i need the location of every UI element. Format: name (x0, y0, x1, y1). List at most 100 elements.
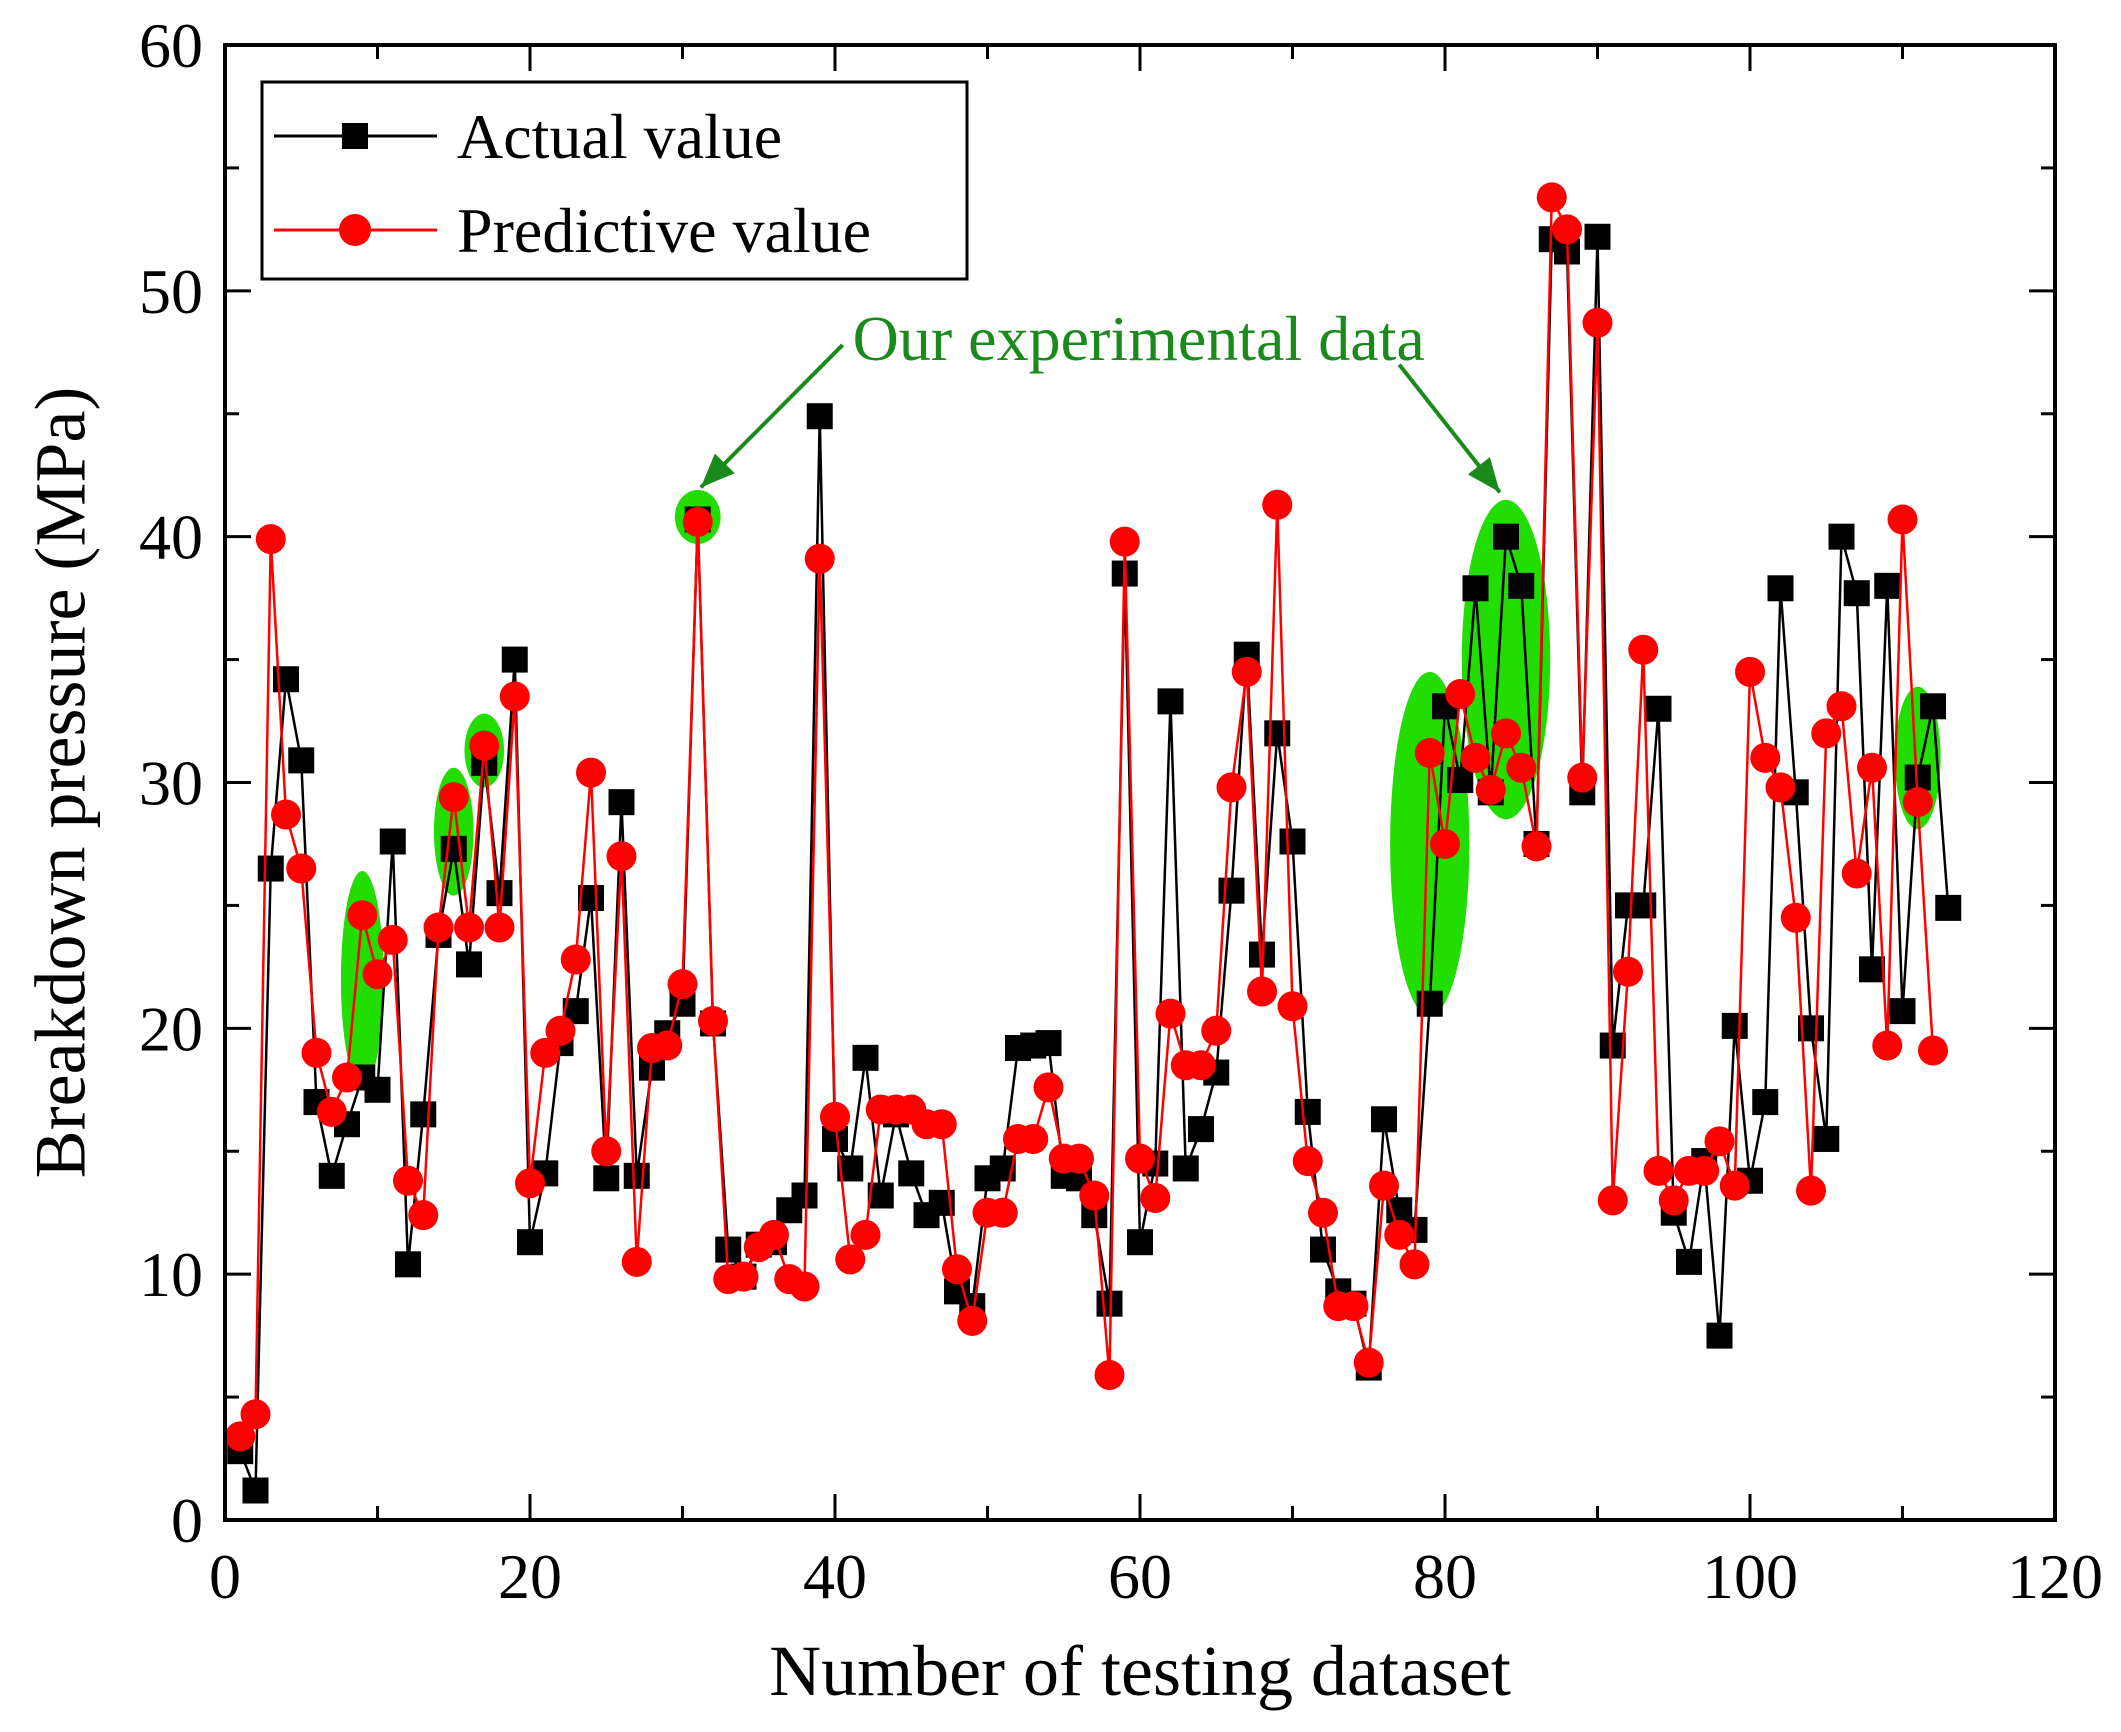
point-predictive-11 (377, 924, 408, 955)
point-predictive-2 (240, 1399, 271, 1430)
point-actual-19 (501, 646, 528, 673)
point-predictive-71 (1292, 1146, 1323, 1177)
point-actual-110 (1889, 998, 1916, 1025)
y-tick-label-30: 30 (139, 748, 203, 819)
point-predictive-89 (1567, 762, 1598, 793)
point-actual-62 (1157, 688, 1184, 715)
point-predictive-38 (789, 1271, 820, 1302)
point-actual-10 (364, 1076, 391, 1103)
point-predictive-61 (1140, 1182, 1171, 1213)
point-actual-105 (1813, 1125, 1840, 1152)
x-tick-label-20: 20 (498, 1541, 562, 1612)
point-predictive-64 (1186, 1050, 1216, 1081)
legend: Actual value Predictive value (260, 80, 969, 281)
point-predictive-26 (606, 841, 637, 872)
point-predictive-77 (1384, 1219, 1415, 1250)
point-predictive-108 (1857, 752, 1887, 783)
point-actual-109 (1874, 572, 1901, 599)
y-tick-label-10: 10 (139, 1239, 203, 1310)
point-predictive-40 (820, 1101, 850, 1132)
point-predictive-81 (1445, 679, 1476, 709)
point-predictive-12 (393, 1165, 423, 1196)
point-predictive-62 (1155, 998, 1186, 1029)
y-tick-label-0: 0 (171, 1485, 203, 1556)
point-predictive-65 (1201, 1015, 1232, 1046)
point-predictive-31 (682, 506, 713, 537)
annotation: Our experimental data (699, 303, 1502, 494)
series-line-actual (239, 235, 1950, 1492)
point-predictive-93 (1628, 634, 1659, 665)
point-predictive-59 (1109, 526, 1140, 557)
point-actual-54 (1035, 1030, 1062, 1057)
x-axis: 0 20 40 60 80 100 120 (209, 45, 2103, 1612)
point-predictive-103 (1780, 902, 1811, 933)
legend-label-actual: Actual value (457, 101, 782, 172)
point-predictive-20 (515, 1168, 545, 1199)
point-predictive-110 (1887, 504, 1918, 535)
point-predictive-49 (957, 1305, 988, 1336)
point-predictive-17 (469, 730, 500, 761)
point-predictive-47 (926, 1109, 957, 1140)
point-predictive-90 (1582, 307, 1613, 338)
point-actual-101 (1752, 1089, 1779, 1116)
point-predictive-56 (1064, 1143, 1094, 1174)
point-predictive-21 (530, 1037, 561, 1068)
point-actual-26 (608, 789, 635, 816)
point-predictive-41 (835, 1244, 866, 1275)
point-predictive-58 (1094, 1359, 1125, 1390)
point-actual-2 (242, 1477, 269, 1504)
x-tick-label-40: 40 (803, 1541, 867, 1612)
point-predictive-39 (804, 543, 835, 574)
point-actual-64 (1188, 1116, 1214, 1143)
point-predictive-3 (255, 524, 286, 555)
series-actual (227, 223, 1962, 1504)
point-predictive-109 (1872, 1030, 1903, 1061)
point-actual-25 (593, 1165, 620, 1192)
x-axis-title: Number of testing dataset (769, 1631, 1511, 1711)
point-actual-11 (379, 828, 406, 855)
point-predictive-78 (1399, 1249, 1430, 1280)
y-tick-label-50: 50 (139, 256, 203, 327)
point-predictive-112 (1918, 1035, 1948, 1066)
point-predictive-75 (1353, 1347, 1384, 1378)
point-actual-45 (898, 1160, 925, 1187)
annotation-arrowhead-1 (1467, 457, 1500, 493)
point-actual-98 (1706, 1322, 1733, 1349)
y-axis: 0 10 20 30 40 50 60 (139, 10, 2055, 1556)
point-predictive-72 (1308, 1197, 1338, 1228)
point-predictive-51 (987, 1197, 1018, 1228)
point-actual-42 (852, 1044, 879, 1071)
point-predictive-29 (652, 1030, 683, 1061)
point-predictive-80 (1430, 828, 1460, 859)
point-predictive-107 (1841, 858, 1872, 889)
point-predictive-106 (1826, 691, 1857, 722)
point-predictive-92 (1613, 956, 1643, 987)
point-predictive-70 (1277, 991, 1308, 1022)
point-actual-63 (1172, 1155, 1199, 1182)
point-actual-69 (1264, 720, 1291, 747)
point-actual-39 (806, 403, 833, 430)
point-actual-16 (456, 951, 482, 978)
point-actual-70 (1279, 828, 1306, 855)
point-actual-112 (1920, 693, 1946, 720)
point-predictive-100 (1735, 656, 1765, 687)
point-predictive-15 (438, 782, 469, 813)
point-actual-15 (440, 835, 467, 862)
y-tick-label-40: 40 (139, 502, 203, 573)
point-predictive-91 (1597, 1185, 1628, 1216)
point-actual-12 (395, 1251, 421, 1278)
point-actual-76 (1371, 1106, 1397, 1133)
point-predictive-27 (621, 1246, 652, 1277)
point-predictive-57 (1079, 1180, 1110, 1211)
point-predictive-7 (316, 1096, 347, 1127)
legend-marker-predictive (339, 214, 371, 246)
annotation-text: Our experimental data (853, 303, 1425, 374)
point-actual-90 (1584, 223, 1611, 250)
point-predictive-22 (545, 1015, 576, 1046)
y-tick-label-60: 60 (139, 10, 203, 81)
point-predictive-104 (1796, 1175, 1826, 1206)
point-predictive-87 (1536, 182, 1567, 213)
point-actual-38 (791, 1182, 818, 1209)
point-actual-20 (517, 1229, 543, 1256)
point-predictive-82 (1460, 742, 1491, 773)
